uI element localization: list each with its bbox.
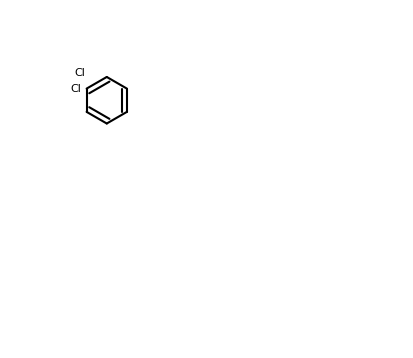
Text: Cl: Cl (70, 84, 81, 93)
Text: Cl: Cl (74, 68, 85, 78)
